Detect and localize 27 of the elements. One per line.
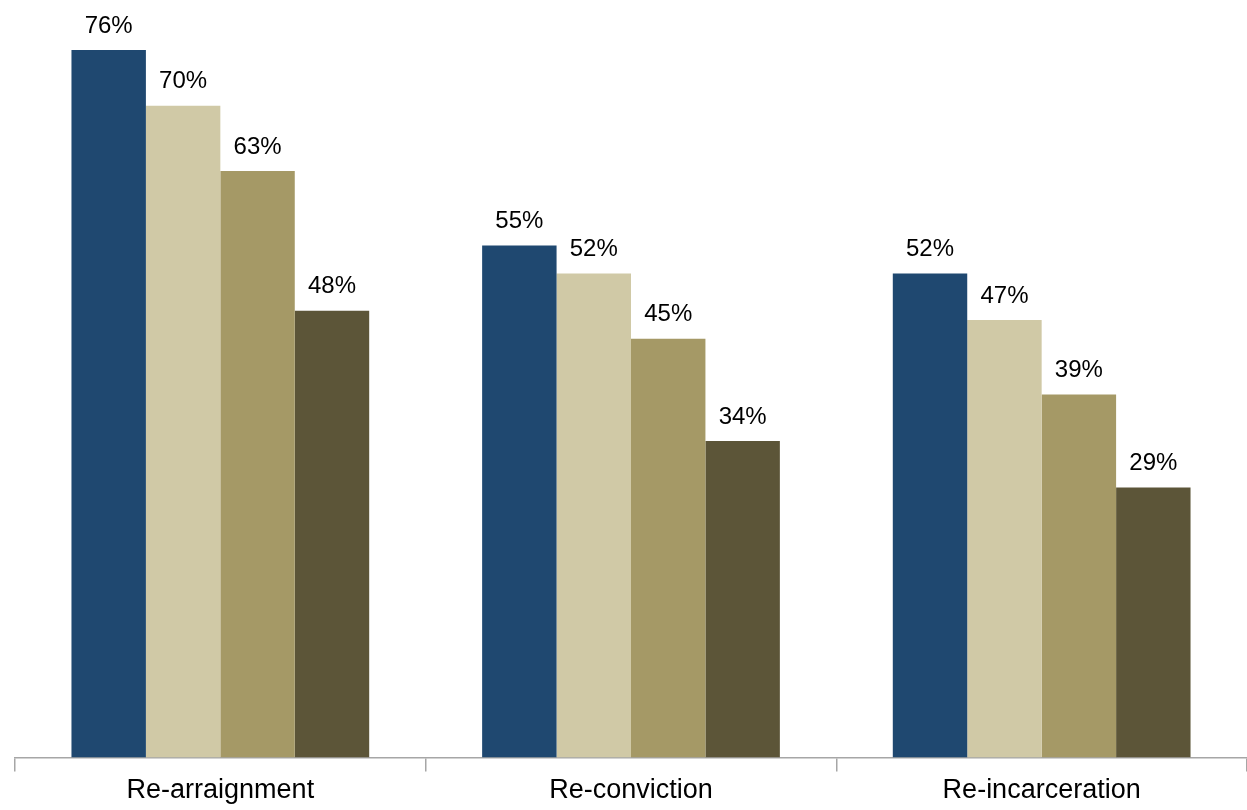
data-label: 47%	[980, 280, 1029, 308]
bar	[1041, 394, 1117, 758]
bar	[705, 441, 780, 758]
data-label: 52%	[905, 234, 955, 262]
bar	[220, 171, 295, 758]
x-tick-label: Re-arraignment	[126, 774, 315, 805]
bar	[1116, 487, 1191, 758]
data-label: 48%	[307, 271, 357, 299]
bar	[631, 338, 706, 758]
bar	[145, 105, 221, 758]
data-label: 70%	[159, 66, 208, 94]
data-label: 45%	[644, 299, 693, 327]
bar	[556, 273, 631, 758]
data-label: 34%	[718, 401, 767, 429]
bar	[892, 273, 968, 758]
bar	[967, 320, 1042, 758]
x-tick-label: Re-incarceration	[942, 774, 1141, 805]
bar	[482, 245, 557, 758]
bar	[71, 50, 146, 758]
data-label: 29%	[1129, 448, 1178, 476]
data-label: 39%	[1054, 355, 1103, 383]
data-label: 55%	[495, 206, 544, 234]
x-tick-label: Re-conviction	[549, 774, 713, 805]
bar	[294, 310, 370, 758]
data-label: 52%	[569, 234, 618, 262]
data-label: 63%	[233, 131, 282, 159]
data-label: 76%	[84, 10, 133, 38]
